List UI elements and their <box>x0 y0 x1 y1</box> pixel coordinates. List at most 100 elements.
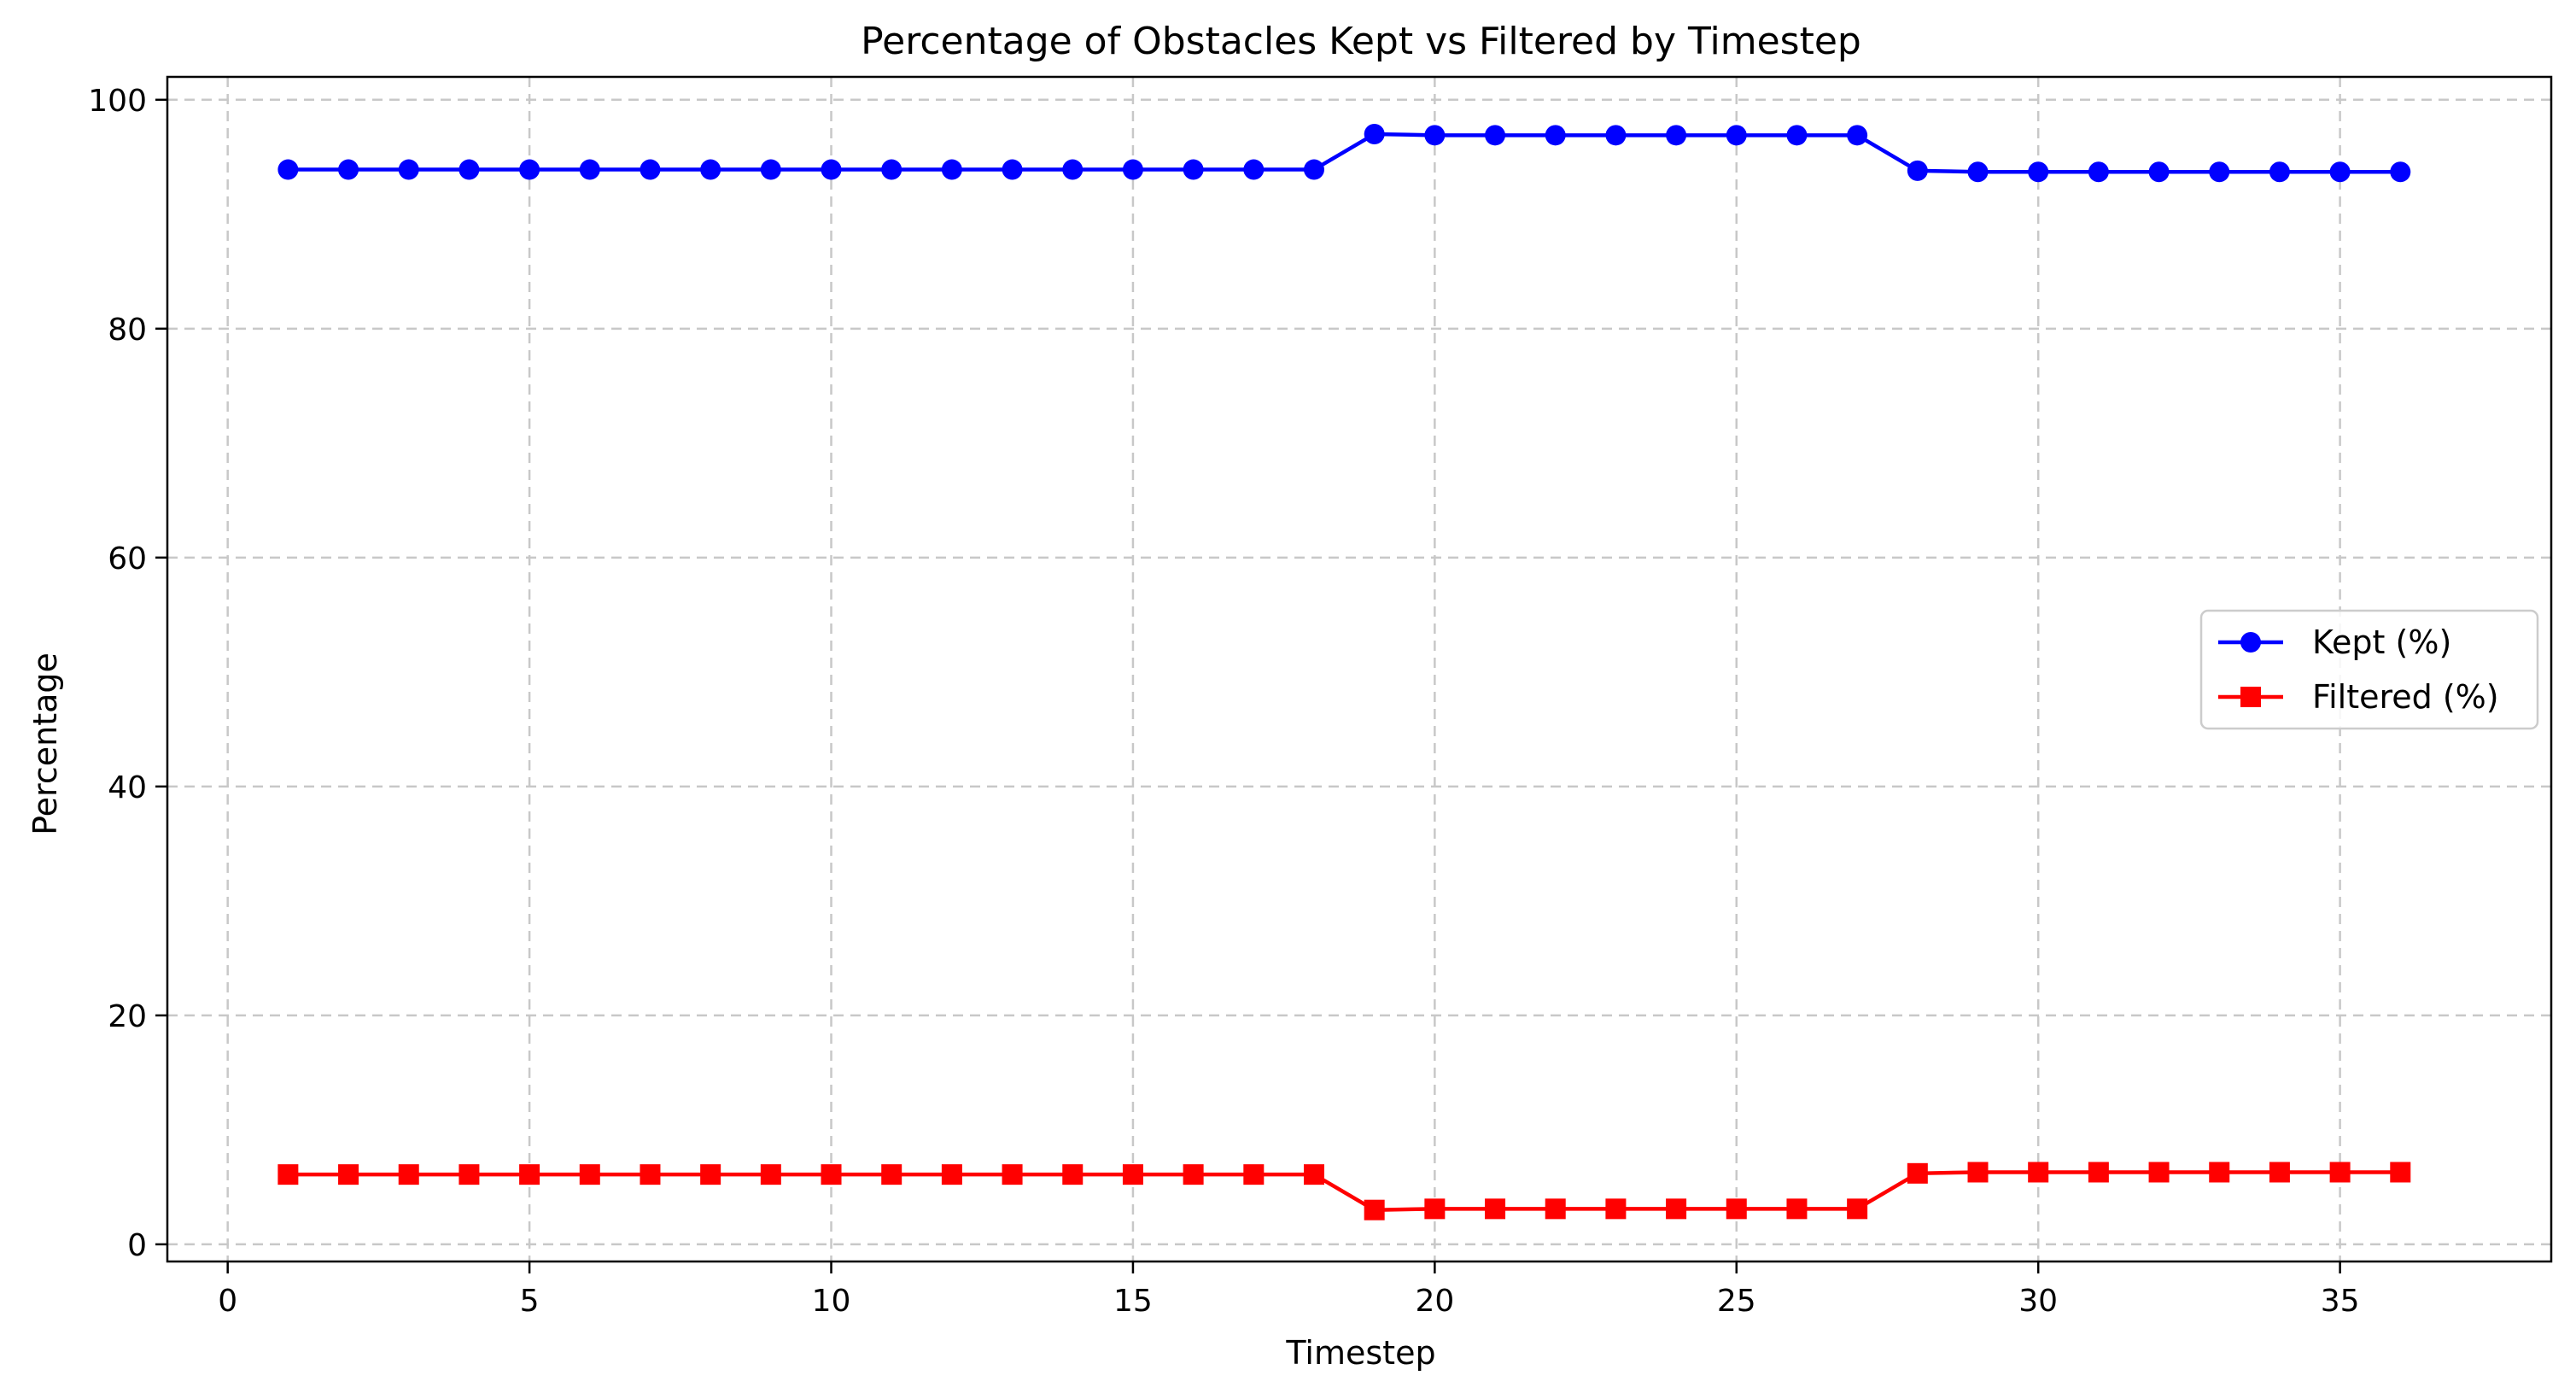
series-kept <box>277 124 2411 183</box>
filtered-point <box>2329 1162 2351 1183</box>
kept-point <box>700 159 721 180</box>
x-tick-label: 0 <box>218 1284 237 1319</box>
filtered-point <box>2088 1162 2109 1183</box>
filtered-point <box>1485 1198 1506 1220</box>
kept-point <box>1303 159 1324 180</box>
kept-point <box>519 159 540 180</box>
y-tick-label: 80 <box>108 313 147 348</box>
filtered-point <box>821 1164 842 1185</box>
kept-point <box>1062 159 1084 180</box>
x-tick-label: 15 <box>1113 1284 1153 1319</box>
kept-point <box>760 159 781 180</box>
series-layer <box>277 124 2411 1220</box>
kept-point <box>821 159 842 180</box>
kept-point <box>1847 125 1868 146</box>
filtered-point <box>1424 1198 1446 1220</box>
filtered-point <box>760 1164 781 1185</box>
kept-point <box>1545 125 1566 146</box>
grid-layer <box>167 77 2551 1261</box>
chart-title: Percentage of Obstacles Kept vs Filtered… <box>861 20 1861 63</box>
filtered-point <box>277 1164 299 1185</box>
filtered-point <box>1786 1198 1808 1220</box>
filtered-point <box>1967 1162 1989 1183</box>
x-tick-label: 30 <box>2018 1284 2058 1319</box>
kept-point <box>398 159 419 180</box>
kept-point <box>640 159 661 180</box>
kept-point <box>1424 125 1446 146</box>
x-tick-label: 20 <box>1415 1284 1454 1319</box>
y-axis-label: Percentage <box>26 653 64 835</box>
filtered-point <box>579 1164 600 1185</box>
kept-point <box>1183 159 1204 180</box>
filtered-point <box>1364 1199 1385 1220</box>
filtered-point <box>640 1164 661 1185</box>
x-tick-label: 25 <box>1717 1284 1756 1319</box>
kept-point <box>2088 161 2109 183</box>
y-tick-label: 40 <box>108 770 147 805</box>
filtered-point <box>941 1164 962 1185</box>
legend: Kept (%) Filtered (%) <box>2199 609 2539 730</box>
filtered-point <box>2148 1162 2170 1183</box>
kept-point <box>1243 159 1265 180</box>
kept-point <box>1364 124 1385 145</box>
kept-point <box>1605 125 1627 146</box>
x-axis-label: Timestep <box>1285 1334 1435 1372</box>
filtered-point <box>1062 1164 1084 1185</box>
kept-point <box>1786 125 1808 146</box>
x-tick-label: 10 <box>812 1284 851 1319</box>
kept-point <box>2329 161 2351 183</box>
kept-point <box>1726 125 1747 146</box>
kept-point <box>338 159 359 180</box>
y-tick-label: 0 <box>127 1228 147 1263</box>
filtered-point <box>519 1164 540 1185</box>
filtered-point <box>1666 1198 1687 1220</box>
legend-marker <box>2240 632 2261 653</box>
legend-item: Filtered (%) <box>2218 678 2499 716</box>
filtered-point <box>700 1164 721 1185</box>
y-tick-label: 20 <box>108 999 147 1034</box>
filtered-point <box>1847 1198 1868 1220</box>
filtered-point <box>1726 1198 1747 1220</box>
kept-point <box>941 159 962 180</box>
kept-point <box>579 159 600 180</box>
kept-point <box>1485 125 1506 146</box>
filtered-point <box>338 1164 359 1185</box>
kept-point <box>2148 161 2170 183</box>
filtered-point <box>398 1164 419 1185</box>
filtered-point <box>2028 1162 2049 1183</box>
kept-point <box>2390 161 2411 183</box>
kept-point <box>1967 161 1989 183</box>
filtered-point <box>1907 1162 1928 1184</box>
filtered-point <box>2390 1162 2411 1183</box>
kept-point <box>459 159 480 180</box>
kept-point <box>2209 161 2230 183</box>
filtered-point <box>459 1164 480 1185</box>
legend-box <box>2199 609 2539 730</box>
filtered-point <box>1122 1164 1143 1185</box>
kept-point <box>1907 160 1928 181</box>
filtered-point <box>1183 1164 1204 1185</box>
x-tick-label: 35 <box>2321 1284 2360 1319</box>
kept-point <box>1666 125 1687 146</box>
kept-point <box>881 159 902 180</box>
kept-point <box>1002 159 1023 180</box>
filtered-point <box>1002 1164 1023 1185</box>
kept-point <box>277 159 299 180</box>
legend-marker <box>2240 687 2261 707</box>
y-tick-label: 60 <box>108 541 147 577</box>
filtered-point <box>1545 1198 1566 1220</box>
kept-point <box>2028 161 2049 183</box>
kept-point <box>1122 159 1143 180</box>
filtered-point <box>1303 1164 1324 1185</box>
filtered-point <box>2269 1162 2290 1183</box>
legend-item: Kept (%) <box>2218 623 2451 661</box>
x-tick-label: 5 <box>520 1284 540 1319</box>
filtered-point <box>1605 1198 1627 1220</box>
filtered-point <box>2209 1162 2230 1183</box>
filtered-point <box>1243 1164 1265 1185</box>
filtered-point <box>881 1164 902 1185</box>
legend-label: Filtered (%) <box>2312 678 2499 716</box>
legend-label: Kept (%) <box>2312 623 2451 661</box>
plot-frame <box>166 75 2553 1263</box>
